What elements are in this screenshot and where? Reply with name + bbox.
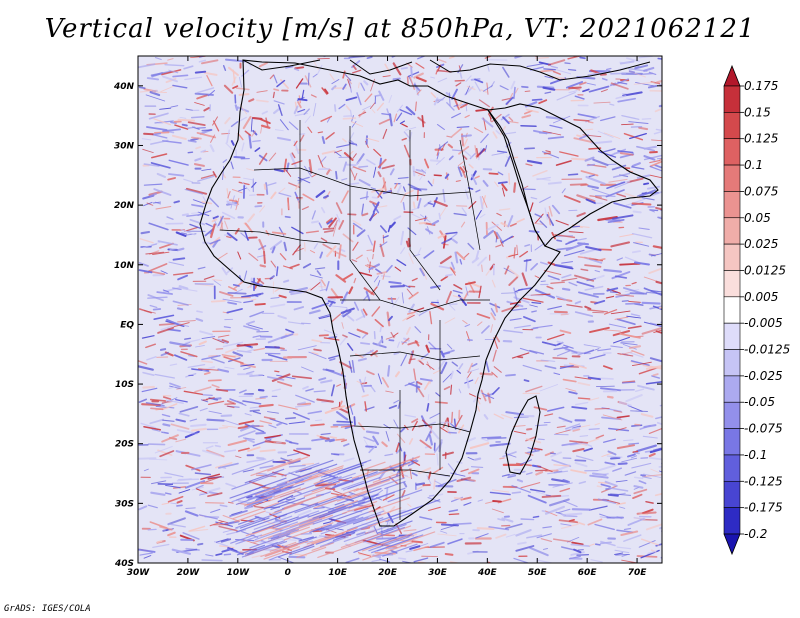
africa-coastline (199, 59, 561, 527)
lon-label: 60E (578, 568, 598, 578)
lat-label: 10S (115, 380, 134, 390)
colorbar-swatch (723, 270, 741, 298)
colorbar-swatch (723, 507, 741, 535)
lon-label: 20W (177, 568, 201, 578)
colorbar-label: 0.0125 (744, 263, 786, 277)
colorbar-label: -0.005 (744, 316, 783, 330)
velocity-field (138, 56, 662, 563)
colorbar-swatch (723, 296, 741, 324)
colorbar: 0.175 0.15 0.125 0.1 0.075 0.05 0.025 0.0125 0.0… (723, 64, 790, 556)
colorbar-swatch (723, 112, 741, 140)
colorbar-swatch (723, 401, 741, 429)
lon-label: 50E (528, 568, 548, 578)
colorbar-label: -0.05 (744, 395, 775, 409)
lon-label: 40E (477, 568, 498, 578)
colorbar-swatch (723, 164, 741, 192)
lon-label: 70E (628, 568, 648, 578)
lon-label: 30E (428, 568, 448, 578)
colorbar-label: 0.05 (744, 211, 771, 225)
lat-label: 20N (114, 201, 135, 211)
colorbar-swatch (723, 322, 741, 350)
lat-label: 40N (113, 82, 135, 92)
lon-label: 30W (127, 568, 151, 578)
lat-label: EQ (120, 320, 134, 330)
mediterranean-north-coast (242, 59, 651, 81)
colorbar-label: 0.075 (744, 184, 778, 198)
colorbar-swatch (723, 138, 741, 166)
colorbar-swatch (723, 454, 741, 482)
lat-label: 30S (115, 499, 134, 509)
colorbar-label: -0.0125 (744, 343, 790, 357)
colorbar-bottom-arrow (723, 533, 741, 556)
colorbar-label: -0.1 (744, 448, 767, 462)
lon-label: 10E (328, 568, 348, 578)
colorbar-swatch (723, 191, 741, 219)
colorbar-swatch (723, 349, 741, 377)
lat-label: 40S (114, 559, 134, 569)
colorbar-swatch (723, 243, 741, 271)
colorbar-label: 0.15 (744, 105, 771, 119)
colorbar-label: 0.125 (744, 132, 778, 146)
map-axes: 30W 20W 10W 0 10E 20E 30E 40E 50E 60E 70E 40N 30N 20N… (113, 56, 662, 578)
map-title: Vertical velocity [m/s] at 850hPa, VT: 2… (44, 14, 756, 44)
lat-label: 30N (114, 141, 135, 151)
lon-label: 10W (227, 568, 251, 578)
colorbar-label: -0.2 (744, 527, 767, 541)
colorbar-label: 0.1 (744, 158, 763, 172)
arabia-coastline (487, 103, 659, 247)
map-panel (138, 56, 662, 563)
grads-credit: GrADS: IGES/COLA (4, 604, 91, 614)
lon-label: 20E (378, 568, 398, 578)
country-borders (219, 120, 490, 520)
map-frame (137, 55, 663, 564)
colorbar-swatch (723, 428, 741, 456)
colorbar-swatch (723, 217, 741, 245)
lat-label: 10N (114, 261, 135, 271)
colorbar-swatch (723, 85, 741, 113)
colorbar-swatch (723, 375, 741, 403)
colorbar-swatch (723, 480, 741, 508)
colorbar-label: -0.075 (744, 422, 783, 436)
colorbar-label: 0.175 (744, 79, 778, 93)
madagascar-coastline (505, 395, 541, 475)
colorbar-label: 0.005 (744, 290, 778, 304)
colorbar-label: 0.025 (744, 237, 778, 251)
colorbar-label: -0.125 (744, 474, 783, 488)
colorbar-label: -0.175 (744, 501, 783, 515)
lat-label: 20S (115, 440, 134, 450)
lon-label: 0 (285, 568, 291, 578)
colorbar-top-arrow (723, 64, 741, 87)
colorbar-label: -0.025 (744, 369, 783, 383)
